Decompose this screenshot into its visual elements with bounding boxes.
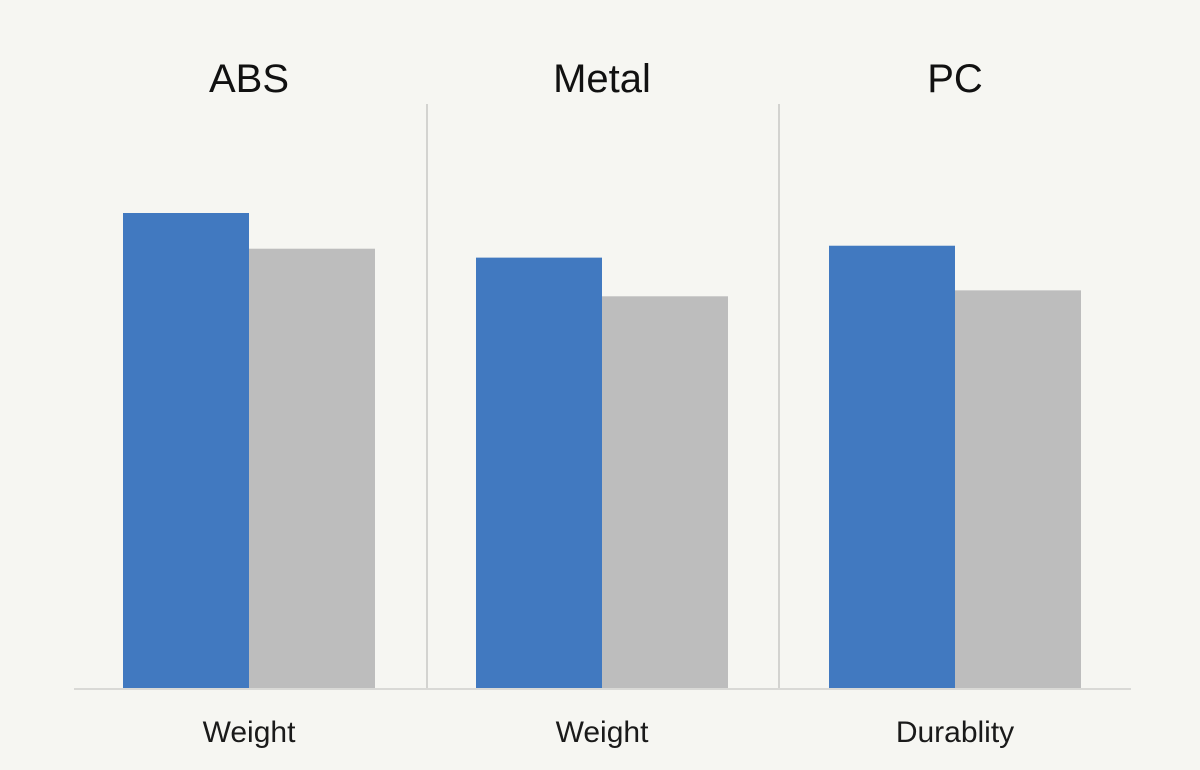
panel-texts: ABS Metal PC Weight Weight Durablity (203, 57, 1015, 749)
panel-x-label: Weight (203, 716, 296, 749)
panel-dividers (426, 104, 780, 689)
bar (123, 213, 249, 689)
panel-title: PC (927, 57, 983, 101)
bars (123, 213, 1081, 689)
bar (476, 257, 602, 689)
panel-x-label: Weight (556, 716, 649, 749)
bar (249, 248, 375, 689)
bar (955, 290, 1081, 689)
panel-title: ABS (209, 57, 289, 101)
panel-title: Metal (553, 57, 651, 101)
panel-x-label: Durablity (896, 716, 1014, 749)
bar (829, 245, 955, 689)
bar (602, 296, 728, 689)
